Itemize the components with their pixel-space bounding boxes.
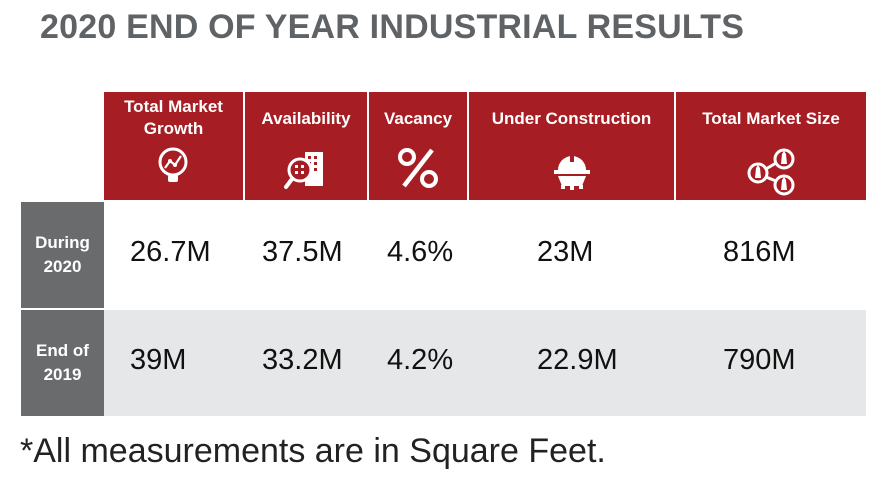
cell-vacancy: 4.2% xyxy=(387,344,454,376)
row-label-text: During 2020 xyxy=(35,233,90,276)
page-title: 2020 END OF YEAR INDUSTRIAL RESULTS xyxy=(40,8,745,46)
percent-icon xyxy=(398,148,438,188)
cell-total-market-size: 790M xyxy=(723,344,796,376)
row-label-text: End of 2019 xyxy=(36,341,89,384)
column-header-total-market-size: Total Market Size xyxy=(676,92,866,200)
column-header-under-construction: Under Construction xyxy=(469,92,676,200)
magnifier-building-icon xyxy=(284,152,323,189)
column-header-availability: Availability xyxy=(245,92,369,200)
column-header-vacancy: Vacancy xyxy=(369,92,469,200)
cell-availability: 33.2M xyxy=(262,344,343,376)
footnote: *All measurements are in Square Feet. xyxy=(20,432,606,470)
magnifier-chart-icon xyxy=(158,147,187,182)
column-label: Vacancy xyxy=(383,109,453,128)
cell-under-construction: 22.9M xyxy=(537,344,618,376)
row-label-during-2020: During 2020 xyxy=(21,202,104,308)
buildings-network-icon xyxy=(747,148,795,196)
cell-vacancy: 4.6% xyxy=(387,236,454,268)
column-label: Total Market Size xyxy=(702,109,840,128)
column-label: Availability xyxy=(261,109,351,128)
column-header-total-market-growth: Total Market Growth xyxy=(104,92,245,200)
cell-availability: 37.5M xyxy=(262,236,343,268)
cell-under-construction: 23M xyxy=(537,236,594,268)
table-row: 26.7M 37.5M 4.6% 23M 816M xyxy=(104,202,866,308)
cell-total-market-size: 816M xyxy=(723,236,796,268)
hardhat-gear-icon xyxy=(553,152,590,190)
column-label: Under Construction xyxy=(491,109,652,128)
cell-total-market-growth: 26.7M xyxy=(130,236,211,268)
column-label: Total Market Growth xyxy=(124,97,223,138)
table-header: Total Market Growth Availability Vacancy xyxy=(104,92,866,200)
table-row: 39M 33.2M 4.2% 22.9M 790M xyxy=(104,310,866,416)
cell-total-market-growth: 39M xyxy=(130,344,187,376)
row-label-end-of-2019: End of 2019 xyxy=(21,310,104,416)
